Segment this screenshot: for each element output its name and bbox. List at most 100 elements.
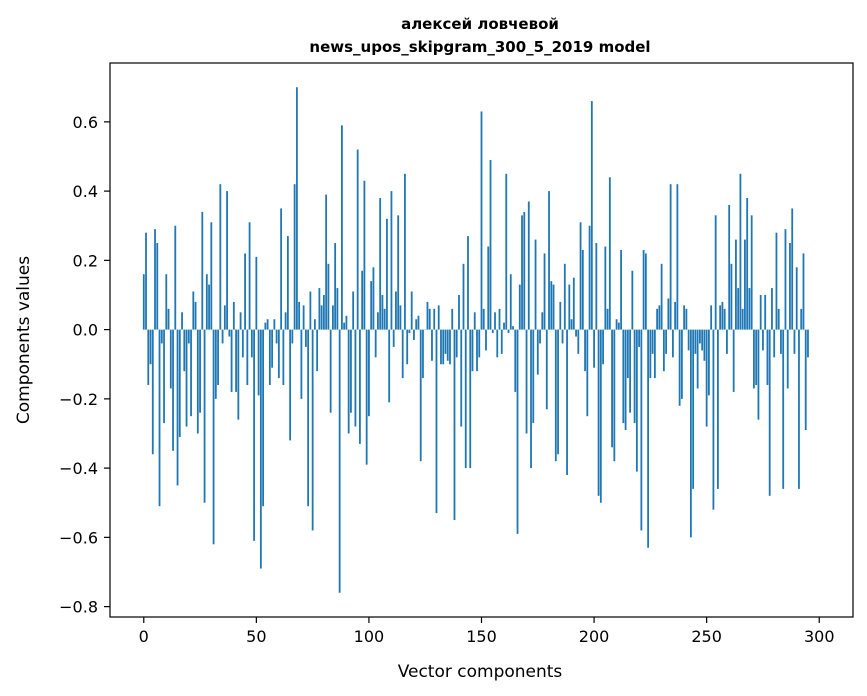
bar (608, 177, 611, 330)
bar (541, 312, 544, 330)
bar (169, 329, 172, 389)
bar (437, 305, 440, 330)
bar (433, 308, 436, 330)
bar (221, 329, 224, 344)
bar (383, 308, 386, 330)
bar (683, 305, 686, 330)
bar (588, 225, 591, 330)
bar (187, 329, 190, 344)
bar (759, 294, 762, 330)
bar (453, 329, 456, 521)
bar (489, 159, 492, 330)
y-axis-label: Components values (14, 256, 34, 424)
y-tick-label: 0.2 (73, 251, 98, 270)
bar (374, 329, 377, 358)
bar (620, 249, 622, 330)
bar (800, 308, 803, 330)
bar (699, 329, 701, 344)
bar (714, 215, 717, 330)
bar (723, 308, 726, 330)
bar (561, 329, 564, 344)
bar (302, 305, 305, 330)
bar (509, 274, 512, 330)
bar (217, 329, 219, 386)
bar (726, 329, 728, 354)
bar (710, 305, 713, 330)
bar (804, 329, 807, 431)
bar (160, 329, 163, 344)
bar (773, 329, 776, 358)
bar (539, 329, 541, 344)
bar (572, 277, 575, 330)
bar (291, 329, 294, 344)
bar (289, 329, 292, 441)
bar (406, 329, 409, 365)
bar (145, 232, 147, 330)
bar (552, 284, 555, 330)
bar (563, 263, 566, 330)
bar (780, 329, 782, 354)
bar (786, 329, 789, 389)
bar (739, 173, 742, 330)
bar (332, 305, 334, 330)
bar (390, 191, 393, 330)
bar (397, 215, 400, 330)
bar (313, 319, 316, 330)
bar (732, 329, 735, 392)
bar (250, 329, 253, 358)
bar (178, 329, 181, 437)
bar (361, 270, 364, 330)
bar (750, 215, 753, 330)
bar (370, 281, 373, 330)
bar (329, 329, 332, 413)
bar (798, 329, 800, 489)
bar (386, 218, 388, 330)
bar (771, 288, 773, 330)
x-tick-label: 0 (139, 627, 149, 646)
chart-title-line-1: алексей ловчевой (401, 15, 559, 33)
bar (473, 312, 476, 330)
bar (613, 329, 616, 462)
bar (277, 329, 280, 379)
bar (590, 101, 593, 330)
bar (208, 284, 210, 330)
bar (156, 243, 159, 330)
bar (491, 329, 494, 334)
bar (554, 329, 557, 462)
bar (658, 305, 661, 330)
bar (678, 329, 681, 406)
bar (298, 301, 301, 330)
bar (735, 239, 737, 330)
bar (644, 253, 647, 330)
bar (784, 229, 787, 330)
bar (239, 312, 242, 330)
bar (597, 329, 600, 496)
bar (494, 312, 496, 330)
bar (487, 246, 490, 330)
bar (559, 301, 562, 330)
bar (262, 329, 264, 507)
bar (325, 194, 328, 330)
bar (142, 274, 145, 330)
bar (415, 319, 418, 330)
bar (507, 329, 510, 334)
bar (680, 329, 683, 399)
bar (228, 329, 231, 337)
bar (181, 312, 183, 330)
bar (701, 329, 704, 351)
bar (241, 329, 244, 358)
bar (728, 204, 731, 330)
bar (741, 308, 744, 330)
bar (611, 329, 613, 448)
bar (401, 329, 404, 379)
bar (674, 301, 677, 330)
bar (352, 291, 355, 330)
bar (282, 329, 285, 386)
bar (545, 329, 548, 410)
bar (575, 329, 577, 337)
bar (469, 329, 472, 469)
bar (692, 329, 695, 489)
bar (696, 329, 699, 389)
bar (167, 308, 170, 330)
bar (201, 211, 204, 330)
